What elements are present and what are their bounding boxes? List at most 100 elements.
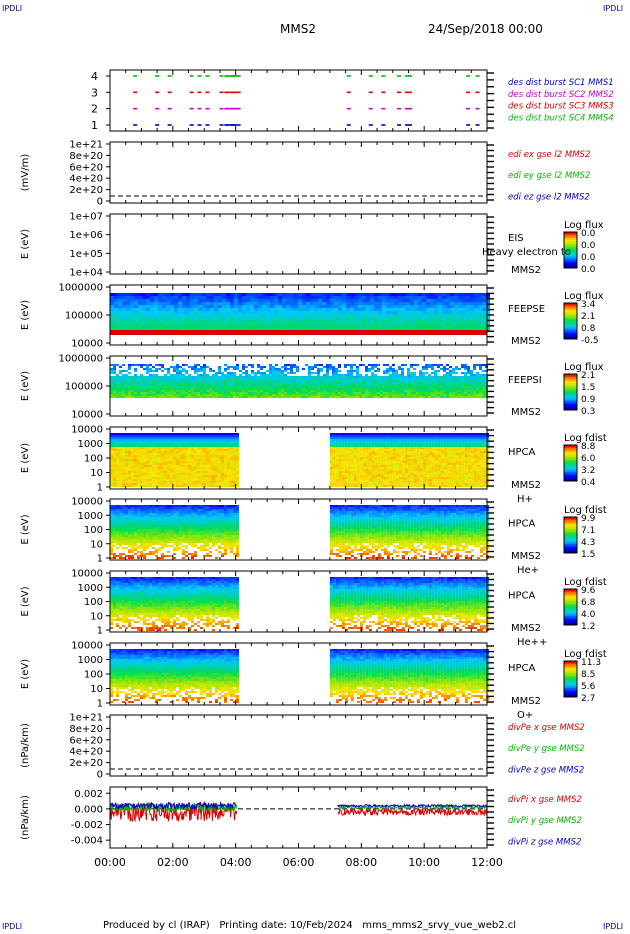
spectro-cell <box>365 366 368 368</box>
spectro-cell <box>269 380 272 382</box>
spectro-cell <box>362 314 366 317</box>
spectro-cell <box>200 457 203 459</box>
spectro-cell <box>338 305 342 308</box>
spectro-cell <box>128 445 131 447</box>
spectro-cell <box>354 305 358 308</box>
spectro-cell <box>353 473 357 475</box>
spectro-cell <box>191 459 194 461</box>
spectro-cell <box>116 437 119 439</box>
spectro-cell <box>167 471 170 473</box>
spectro-cell <box>354 308 358 311</box>
spectro-cell <box>458 376 461 378</box>
spectro-cell <box>137 461 140 463</box>
spectro-cell <box>418 317 422 320</box>
spectro-cell <box>422 368 425 370</box>
spectro-cell <box>356 396 359 398</box>
spectro-cell <box>431 394 434 396</box>
spectro-cell <box>443 396 446 398</box>
colorbar-segment <box>564 324 577 326</box>
spectro-cell <box>158 320 162 323</box>
spectro-cell <box>212 380 215 382</box>
spectro-cell <box>116 463 119 465</box>
spectro-cell <box>308 366 311 368</box>
spectro-cell <box>446 396 449 398</box>
spectro-cell <box>182 368 185 370</box>
spectro-cell <box>230 323 234 326</box>
spectro-cell <box>374 299 378 302</box>
spectro-cell <box>368 394 371 396</box>
spectro-cell <box>227 471 230 473</box>
spectro-cell <box>353 477 357 479</box>
spectro-cell <box>425 382 428 384</box>
spectro-cell <box>161 386 164 388</box>
spectro-cell <box>426 323 430 326</box>
spectro-cell <box>341 392 344 394</box>
spectro-cell <box>191 461 194 463</box>
spectro-cell <box>476 382 479 384</box>
spectro-cell <box>218 396 221 398</box>
legend-entry: edi ex gse l2 MMS2 <box>508 150 590 160</box>
spectro-cell <box>209 388 212 390</box>
spectro-cell <box>206 378 209 380</box>
spectro-cell <box>209 396 212 398</box>
spectro-cell <box>290 396 293 398</box>
spectro-cell <box>454 314 458 317</box>
spectro-cell <box>335 479 339 481</box>
spectro-cell <box>263 378 266 380</box>
spectro-cell <box>209 447 212 449</box>
spectro-cell <box>113 435 116 437</box>
spectro-cell <box>318 323 322 326</box>
spectro-cell <box>146 459 149 461</box>
spectro-cell <box>125 374 128 376</box>
spectro-cell <box>125 467 128 469</box>
spectro-cell <box>238 317 242 320</box>
spectro-cell <box>346 320 350 323</box>
spectro-cell <box>482 378 485 380</box>
spectro-cell <box>407 374 410 376</box>
spectro-cell <box>210 320 214 323</box>
spectro-cell <box>386 392 389 394</box>
spectro-cell <box>134 370 137 372</box>
spectro-cell <box>125 378 128 380</box>
spectro-cell <box>353 453 357 455</box>
spectro-cell <box>194 308 198 311</box>
spectro-cell <box>140 384 143 386</box>
spectro-cell <box>212 433 215 435</box>
spectro-cell <box>467 386 470 388</box>
spectro-cell <box>203 394 206 396</box>
spectro-cell <box>214 317 218 320</box>
spectro-cell <box>413 378 416 380</box>
spectro-cell <box>341 433 345 435</box>
spectro-cell <box>182 308 186 311</box>
spectro-cell <box>326 388 329 390</box>
spectro-cell <box>342 317 346 320</box>
spectro-cell <box>320 380 323 382</box>
spectro-cell <box>318 326 322 329</box>
spectro-cell <box>454 302 458 305</box>
spectro-cell <box>134 392 137 394</box>
spectro-cell <box>248 374 251 376</box>
spectro-cell <box>338 323 342 326</box>
spectro-cell <box>188 378 191 380</box>
spectro-cell <box>194 437 197 439</box>
spectro-cell <box>203 477 206 479</box>
spectro-cell <box>254 378 257 380</box>
spectro-cell <box>449 392 452 394</box>
spectro-cell <box>197 479 200 481</box>
spectro-cell <box>128 457 131 459</box>
spectro-cell <box>197 463 200 465</box>
spectro-cell <box>224 467 227 469</box>
spectro-cell <box>479 368 482 370</box>
spectro-cell <box>202 308 206 311</box>
spectro-cell <box>161 453 164 455</box>
spectro-cell <box>359 382 362 384</box>
spectro-cell <box>326 323 330 326</box>
spectro-cell <box>308 374 311 376</box>
spectro-cell <box>167 394 170 396</box>
spectro-cell <box>150 308 154 311</box>
spectro-cell <box>350 396 353 398</box>
spectro-cell <box>209 481 212 483</box>
spectro-cell <box>230 372 233 374</box>
spectro-cell <box>350 433 354 435</box>
